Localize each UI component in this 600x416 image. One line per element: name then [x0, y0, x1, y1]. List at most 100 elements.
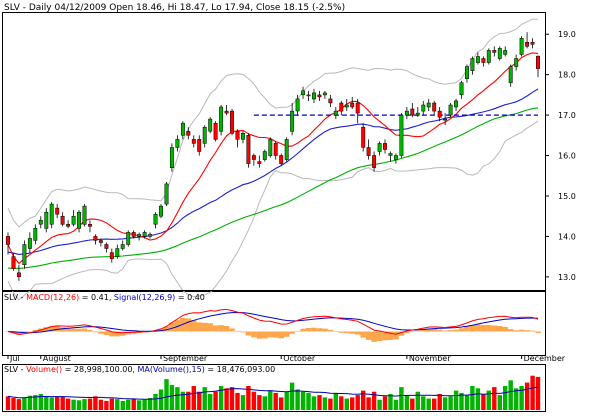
candle-down	[279, 155, 284, 164]
macd-hist-bar	[223, 325, 230, 332]
volume-bar	[415, 391, 420, 410]
candle-up	[404, 110, 409, 116]
volume-bar	[432, 398, 437, 410]
macd-hist-bar	[349, 331, 355, 334]
candle-down	[6, 236, 10, 245]
candle-down	[273, 143, 278, 156]
volume-bar	[453, 390, 459, 410]
volume-bar	[508, 380, 513, 410]
macd-hist-bar	[163, 326, 170, 332]
candle-down	[355, 102, 360, 114]
candle-up	[44, 211, 49, 229]
candle-up	[443, 118, 448, 121]
volume-bar	[186, 391, 191, 410]
volume-bar	[27, 395, 33, 410]
volume-bar	[208, 394, 213, 410]
volume-bar	[235, 392, 240, 410]
macd-hist-bar	[393, 331, 399, 340]
macd-hist-bar	[518, 329, 525, 332]
macd-hist-bar	[185, 318, 192, 332]
macd-hist-bar	[273, 331, 279, 338]
price-y-axis: 13.0 14.0 15.0 16.0 17.0 18.0 19.0	[545, 30, 576, 282]
macd-line	[7, 308, 539, 336]
macd-hist-bar	[174, 320, 181, 332]
candle-down	[492, 50, 497, 53]
candle-up	[202, 126, 207, 144]
macd-hist-bar	[49, 325, 55, 332]
volume-bar	[322, 397, 328, 410]
y-tick-label: 17.0	[558, 111, 576, 120]
macd-hist-bar	[10, 331, 17, 334]
candle-up	[71, 215, 76, 225]
candle-down	[88, 224, 92, 227]
volume-bar	[535, 376, 541, 410]
macd-hist-bar	[426, 328, 432, 332]
candle-down	[251, 155, 256, 160]
volume-bar	[229, 387, 235, 410]
macd-hist-bar	[475, 324, 481, 332]
macd-hist-bar	[458, 328, 465, 332]
x-tick-label: December	[524, 354, 566, 363]
candle-up	[448, 104, 453, 116]
macd-hist-bar	[125, 331, 131, 335]
bollinger-upper-line	[7, 18, 539, 228]
candle-up	[148, 234, 153, 237]
y-tick-label: 19.0	[558, 30, 576, 39]
macd-hist-bar	[54, 326, 60, 332]
candle-up	[208, 118, 213, 132]
macd-hist-bar	[316, 328, 323, 332]
signal-value: = 0.40	[175, 293, 205, 302]
macd-hist-bar	[120, 331, 126, 336]
macd-panel-frame	[2, 290, 546, 356]
volume-bar	[350, 397, 355, 410]
macd-hist-bar	[382, 331, 388, 341]
volume-bar	[339, 396, 344, 410]
volume-bar	[295, 389, 300, 410]
price-ma-long	[8, 107, 539, 269]
candle-down	[536, 55, 540, 69]
volume-bar	[240, 395, 246, 410]
macd-hist-bar	[376, 331, 383, 341]
volume-bar	[371, 391, 377, 410]
candle-down	[131, 232, 136, 237]
macd-hist-bar	[322, 328, 328, 332]
macd-hist-bar	[70, 328, 77, 332]
candle-up	[33, 228, 38, 241]
macd-hist-bar	[196, 322, 202, 332]
volume-bar	[388, 394, 393, 410]
volume-bar	[448, 396, 453, 410]
macd-hist-bar	[256, 331, 263, 339]
candle-down	[93, 236, 98, 241]
volume-bar	[344, 398, 349, 410]
volume-bar	[442, 397, 448, 410]
candle-up	[268, 139, 273, 156]
volume-bar	[98, 399, 104, 410]
volume-panel-title: SLV - Volume() = 28,998,100.00, MA(Volum…	[4, 365, 275, 374]
volume-bar	[503, 386, 508, 410]
macd-hist-bar	[278, 331, 284, 339]
candle-down	[366, 147, 371, 156]
volume-bar	[382, 396, 388, 410]
volume-bar	[246, 386, 251, 410]
macd-hist-bar	[207, 323, 213, 332]
macd-hist-bar	[234, 330, 241, 332]
macd-hist-bar	[218, 325, 224, 332]
macd-hist-bar	[360, 331, 366, 338]
volume-panel-frame	[2, 364, 546, 412]
candle-up	[344, 104, 349, 108]
candle-up	[393, 155, 398, 160]
volume-bar	[175, 387, 180, 410]
candle-down	[109, 252, 114, 259]
volume-bar	[393, 399, 399, 410]
volume-bar	[164, 379, 169, 410]
macd-hist-bar	[202, 322, 208, 332]
volume-ma-line	[7, 386, 539, 400]
candle-up	[262, 151, 267, 160]
macd-hist-bar	[191, 320, 197, 332]
candle-up	[180, 122, 185, 136]
macd-hist-bar	[16, 331, 22, 335]
candle-down	[104, 244, 109, 249]
candle-down	[257, 161, 262, 164]
candle-up	[388, 153, 393, 156]
candle-down	[437, 110, 442, 118]
